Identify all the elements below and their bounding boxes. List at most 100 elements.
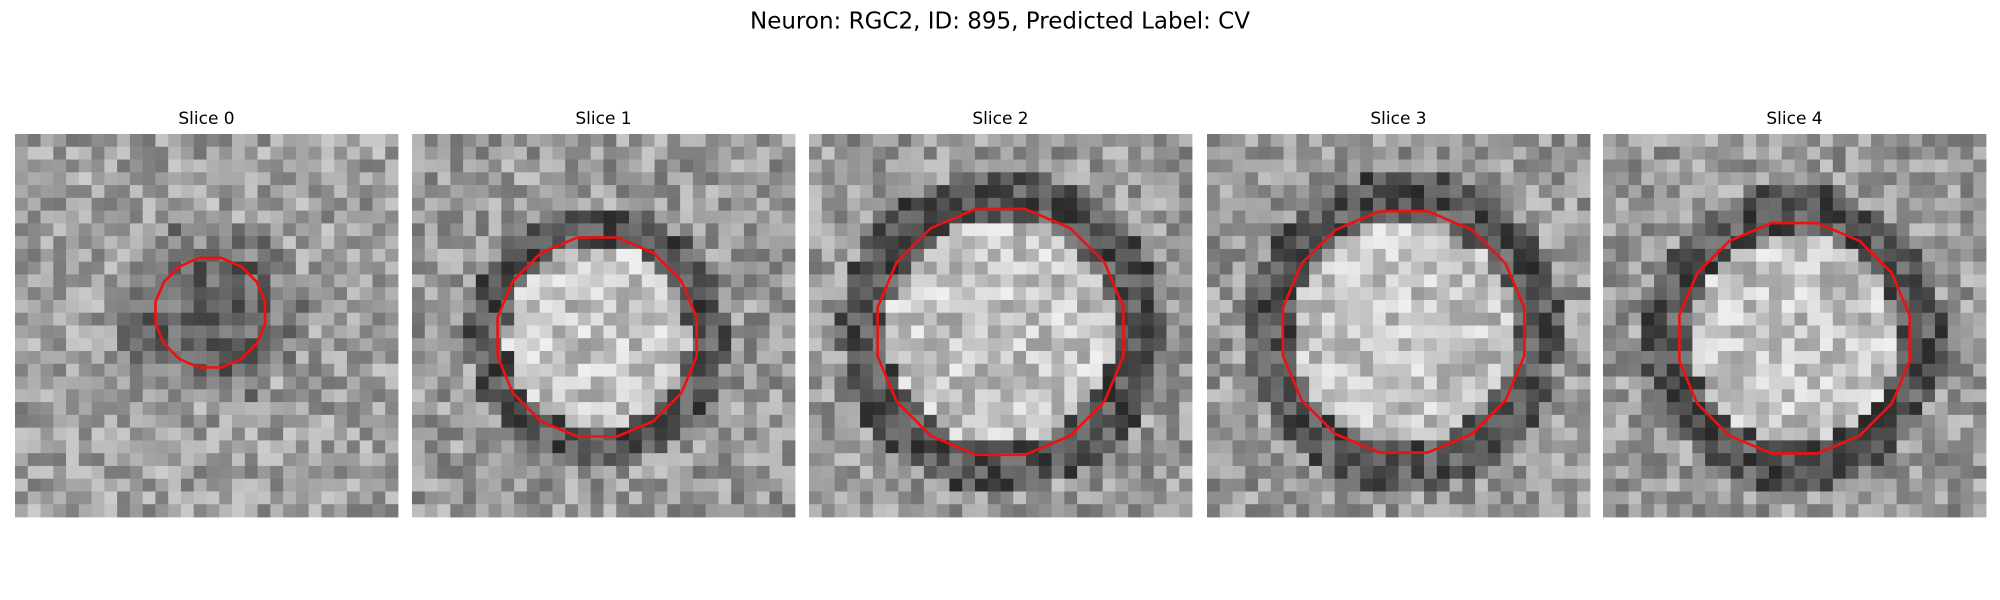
pixel [1038, 363, 1052, 377]
pixel [705, 248, 719, 263]
pixel [346, 325, 361, 339]
pixel [155, 197, 169, 211]
pixel [1347, 363, 1361, 377]
pixel [1909, 491, 1923, 505]
pixel [412, 134, 426, 148]
pixel [283, 197, 297, 211]
pixel [1334, 504, 1348, 518]
pixel [1475, 351, 1489, 365]
pixel [1513, 376, 1527, 390]
pixel [463, 325, 477, 339]
pixel [232, 197, 246, 211]
pixel [346, 159, 361, 173]
pixel [782, 236, 796, 250]
pixel [782, 389, 796, 403]
pixel [936, 453, 950, 467]
pixel [809, 325, 823, 339]
pixel [270, 504, 284, 518]
pixel [244, 478, 258, 492]
pixel [15, 478, 29, 492]
pixel [1500, 299, 1514, 314]
pixel [641, 376, 655, 390]
pixel [66, 389, 80, 403]
pixel [1654, 465, 1668, 480]
pixel [1603, 389, 1617, 403]
pixel [705, 402, 719, 416]
pixel [1411, 338, 1425, 352]
pixel [27, 440, 41, 454]
pixel [654, 274, 668, 288]
pixel [1730, 299, 1744, 314]
pixel [1781, 414, 1795, 429]
pixel [705, 453, 719, 467]
pixel [514, 325, 528, 339]
pixel [53, 440, 67, 454]
pixel [539, 325, 553, 339]
pixel [1153, 210, 1167, 224]
pixel [692, 440, 707, 454]
pixel [1947, 465, 1961, 480]
pixel [923, 351, 938, 365]
pixel [244, 351, 258, 365]
pixel [450, 299, 464, 314]
pixel [295, 504, 310, 518]
pixel [1475, 440, 1489, 454]
pixel [1858, 299, 1872, 314]
pixel [1679, 402, 1693, 416]
pixel [40, 453, 54, 467]
pixel [104, 402, 118, 416]
pixel [1424, 248, 1438, 263]
pixel [577, 376, 592, 390]
pixel [552, 274, 566, 288]
pixel [514, 287, 528, 301]
pixel [514, 478, 528, 492]
pixel [847, 299, 861, 314]
pixel [424, 427, 438, 441]
pixel [488, 299, 502, 314]
pixel [1258, 338, 1272, 352]
pixel [565, 465, 579, 480]
pixel [1756, 504, 1770, 518]
pixel [244, 427, 258, 441]
pixel [129, 197, 144, 211]
pixel [193, 325, 207, 339]
pixel [1794, 299, 1808, 314]
pixel [1666, 274, 1680, 288]
pixel [782, 453, 796, 467]
pixel [834, 453, 848, 467]
pixel [1883, 427, 1898, 441]
pixel [769, 440, 783, 454]
pixel [539, 223, 553, 237]
pixel [1347, 325, 1361, 339]
pixel [1179, 197, 1193, 211]
pixel [1934, 312, 1949, 326]
pixel [1551, 172, 1565, 186]
pixel [27, 159, 41, 173]
pixel [321, 248, 335, 263]
pixel [244, 453, 258, 467]
pixel [911, 427, 925, 441]
pixel [334, 478, 348, 492]
pixel [308, 376, 322, 390]
pixel [1603, 146, 1617, 160]
pixel [437, 427, 451, 441]
pixel [1577, 223, 1591, 237]
pixel [1128, 504, 1142, 518]
pixel [1807, 427, 1821, 441]
pixel [1730, 223, 1744, 237]
pixel [1140, 389, 1155, 403]
pixel [450, 248, 464, 263]
pixel [40, 389, 54, 403]
pixel [129, 146, 144, 160]
pixel [1909, 210, 1923, 224]
pixel [180, 185, 195, 199]
pixel [987, 185, 1001, 199]
pixel [1283, 351, 1297, 365]
pixel [1807, 299, 1821, 314]
pixel [244, 312, 258, 326]
pixel [308, 453, 322, 467]
pixel [782, 312, 796, 326]
pixel [1973, 363, 1987, 377]
pixel [1807, 172, 1821, 186]
pixel [1411, 134, 1425, 148]
